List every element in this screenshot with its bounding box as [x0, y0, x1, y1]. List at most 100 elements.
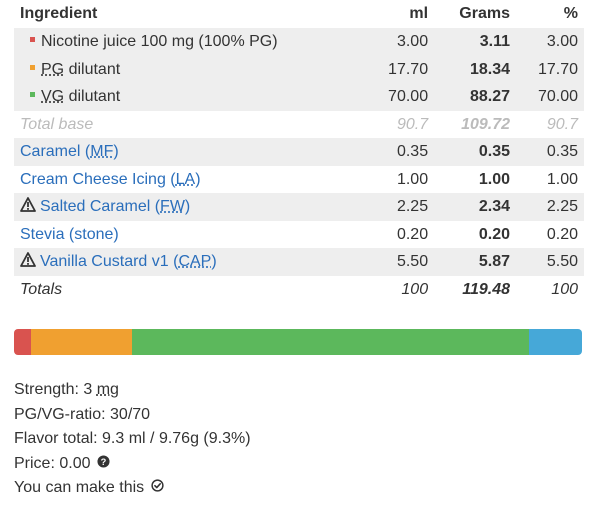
flavor-grams: 2.34	[434, 193, 516, 221]
flavor-name: Vanilla Custard v1 (	[40, 253, 179, 270]
bar-segment-vg	[131, 329, 530, 355]
flavor-link-cream-cheese-icing[interactable]: Cream Cheese Icing (LA)	[20, 171, 201, 188]
totals-label: Totals	[20, 280, 63, 298]
color-swatch	[30, 92, 35, 98]
base-ingredient-label: Nicotine juice 100 mg (100% PG)	[41, 33, 278, 50]
flavor-row: Salted Caramel (FW) 2.25 2.34 2.25	[14, 193, 584, 221]
base-percent: 3.00	[516, 28, 584, 56]
total-base-label: Total base	[20, 115, 94, 133]
totals-percent: 100	[551, 280, 578, 298]
flavor-name: Cream Cheese Icing (	[20, 170, 176, 188]
warning-triangle-icon[interactable]	[20, 252, 36, 268]
flavor-ml: 1.00	[366, 165, 435, 193]
can-make-line: You can make this	[14, 476, 251, 501]
header-ml: ml	[409, 5, 429, 23]
header-ingredient: Ingredient	[20, 5, 98, 23]
base-row-pg: PG dilutant 17.70 18.34 17.70	[14, 55, 584, 83]
svg-text:?: ?	[101, 457, 107, 467]
flavor-name: Stevia (stone)	[20, 225, 119, 243]
flavor-total-line: Flavor total: 9.3 ml / 9.76g (9.3%)	[14, 430, 251, 447]
check-circle-icon	[150, 479, 164, 492]
composition-bar	[14, 329, 582, 355]
ratio-line: PG/VG-ratio: 30/70	[14, 405, 151, 423]
table-header-row: Ingredient ml Grams %	[14, 0, 584, 28]
vendor-abbr: MF	[90, 143, 114, 160]
vendor-abbr: CAP	[178, 253, 212, 270]
strength-line: Strength: 3 mg	[14, 378, 251, 403]
question-circle-icon[interactable]: ?	[97, 455, 110, 468]
header-grams: Grams	[459, 5, 510, 23]
flavor-close: )	[113, 143, 119, 160]
recipe-info: Strength: 3 mg PG/VG-ratio: 30/70 Flavor…	[14, 378, 251, 501]
flavor-link-stevia[interactable]: Stevia (stone)	[20, 226, 119, 243]
price-text: Price: 0.00	[14, 454, 91, 472]
color-swatch	[30, 37, 35, 43]
flavor-link-caramel[interactable]: Caramel (MF)	[20, 143, 119, 160]
bar-segment-pg	[31, 329, 132, 355]
flavor-link-salted-caramel[interactable]: Salted Caramel (FW)	[40, 198, 190, 215]
base-ml: 3.00	[366, 28, 435, 56]
flavor-name-cell: Caramel (MF)	[14, 138, 367, 166]
recipe-table: Ingredient ml Grams % Nicotine juice 100…	[14, 0, 584, 303]
price-line: Price: 0.00 ?	[14, 452, 251, 477]
base-ingredient-cell: Nicotine juice 100 mg (100% PG)	[14, 28, 367, 56]
total-base-ml: 90.7	[396, 115, 429, 133]
flavor-name-cell: Salted Caramel (FW)	[14, 193, 367, 221]
base-percent: 70.00	[516, 83, 584, 111]
bar-segment-flavor	[529, 329, 582, 355]
total-base-grams: 109.72	[461, 115, 510, 133]
flavor-row: Stevia (stone) 0.20 0.20 0.20	[14, 220, 584, 248]
can-make-text: You can make this	[14, 479, 145, 496]
flavor-name-cell: Vanilla Custard v1 (CAP)	[14, 248, 367, 276]
flavor-close: )	[211, 253, 217, 270]
strength-text: Strength: 3	[14, 381, 97, 398]
base-row-vg: VG dilutant 70.00 88.27 70.00	[14, 83, 584, 111]
flavor-close: )	[195, 170, 201, 188]
base-row-nicotine: Nicotine juice 100 mg (100% PG) 3.00 3.1…	[14, 28, 584, 56]
totals-ml: 100	[401, 280, 429, 298]
totals-row: Totals 100 119.48 100	[14, 276, 584, 304]
base-ml: 17.70	[366, 55, 435, 83]
pg-abbr: PG	[41, 60, 65, 78]
base-ingredient-cell: VG dilutant	[14, 83, 367, 111]
base-grams: 88.27	[434, 83, 516, 111]
flavor-name: Caramel (	[20, 143, 91, 160]
total-base-percent: 90.7	[546, 115, 578, 133]
totals-grams: 119.48	[462, 280, 510, 298]
bar-segment-nicotine	[14, 329, 32, 355]
flavor-percent: 5.50	[516, 248, 584, 276]
flavor-row: Caramel (MF) 0.35 0.35 0.35	[14, 138, 584, 166]
strength-unit: mg	[96, 381, 119, 398]
flavor-percent: 0.35	[516, 138, 584, 166]
flavor-ml: 0.35	[366, 138, 435, 166]
flavor-grams: 5.87	[434, 248, 516, 276]
base-ingredient-label: dilutant	[64, 60, 121, 78]
flavor-close: )	[184, 198, 191, 215]
flavor-grams: 0.20	[434, 220, 516, 248]
flavor-grams: 0.35	[434, 138, 516, 166]
flavor-name-cell: Stevia (stone)	[14, 220, 367, 248]
flavor-ml: 5.50	[366, 248, 435, 276]
warning-triangle-icon[interactable]	[20, 197, 36, 213]
flavor-ml: 0.20	[366, 220, 435, 248]
vendor-abbr: FW	[160, 198, 185, 215]
flavor-percent: 0.20	[516, 220, 584, 248]
header-percent: %	[563, 5, 578, 23]
flavor-percent: 2.25	[516, 193, 584, 221]
flavor-ml: 2.25	[366, 193, 435, 221]
flavor-link-vanilla-custard[interactable]: Vanilla Custard v1 (CAP)	[40, 253, 217, 270]
vendor-abbr: LA	[175, 170, 196, 188]
flavor-name: Salted Caramel (	[40, 198, 161, 215]
total-base-row: Total base 90.7 109.72 90.7	[14, 111, 584, 139]
flavor-name-cell: Cream Cheese Icing (LA)	[14, 165, 367, 193]
base-grams: 18.34	[434, 55, 516, 83]
base-ingredient-label: dilutant	[64, 88, 121, 105]
base-ingredient-cell: PG dilutant	[14, 55, 367, 83]
flavor-row: Vanilla Custard v1 (CAP) 5.50 5.87 5.50	[14, 248, 584, 276]
flavor-percent: 1.00	[516, 165, 584, 193]
vg-abbr: VG	[41, 88, 65, 105]
color-swatch	[30, 64, 35, 70]
flavor-row: Cream Cheese Icing (LA) 1.00 1.00 1.00	[14, 165, 584, 193]
base-grams: 3.11	[434, 28, 516, 56]
base-ml: 70.00	[366, 83, 435, 111]
